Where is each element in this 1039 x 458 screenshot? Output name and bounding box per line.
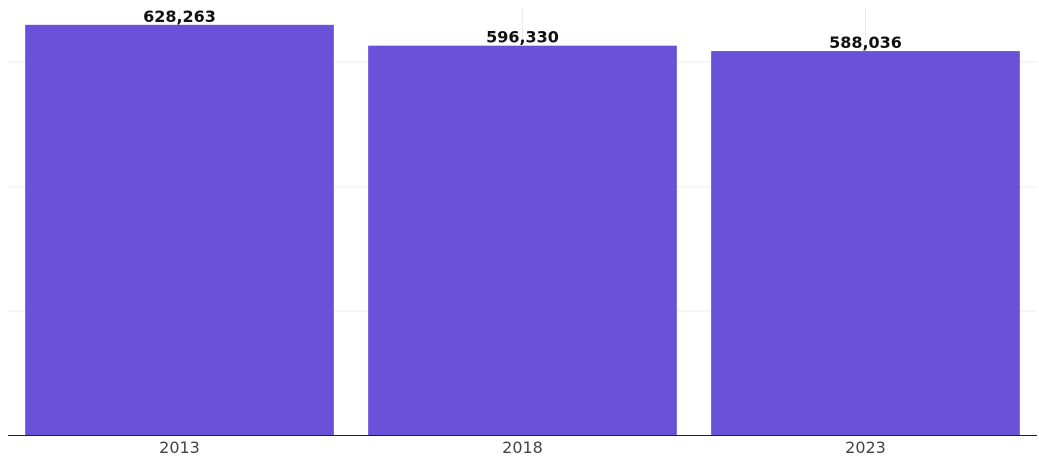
bar-value-label: 628,263 [143,7,216,26]
bar-2023 [711,51,1020,435]
bar-value-label: 588,036 [829,33,902,52]
x-tick-labels: 2013 2018 2023 [159,438,886,457]
bar-2013 [25,24,334,435]
x-tick-label: 2018 [502,438,543,457]
bar-value-labels: 628,263 596,330 588,036 [143,7,902,52]
x-tick-label: 2013 [159,438,200,457]
x-tick-label: 2023 [845,438,886,457]
bar-value-label: 596,330 [486,28,559,47]
bar-2018 [368,45,677,435]
bars [25,24,1020,435]
